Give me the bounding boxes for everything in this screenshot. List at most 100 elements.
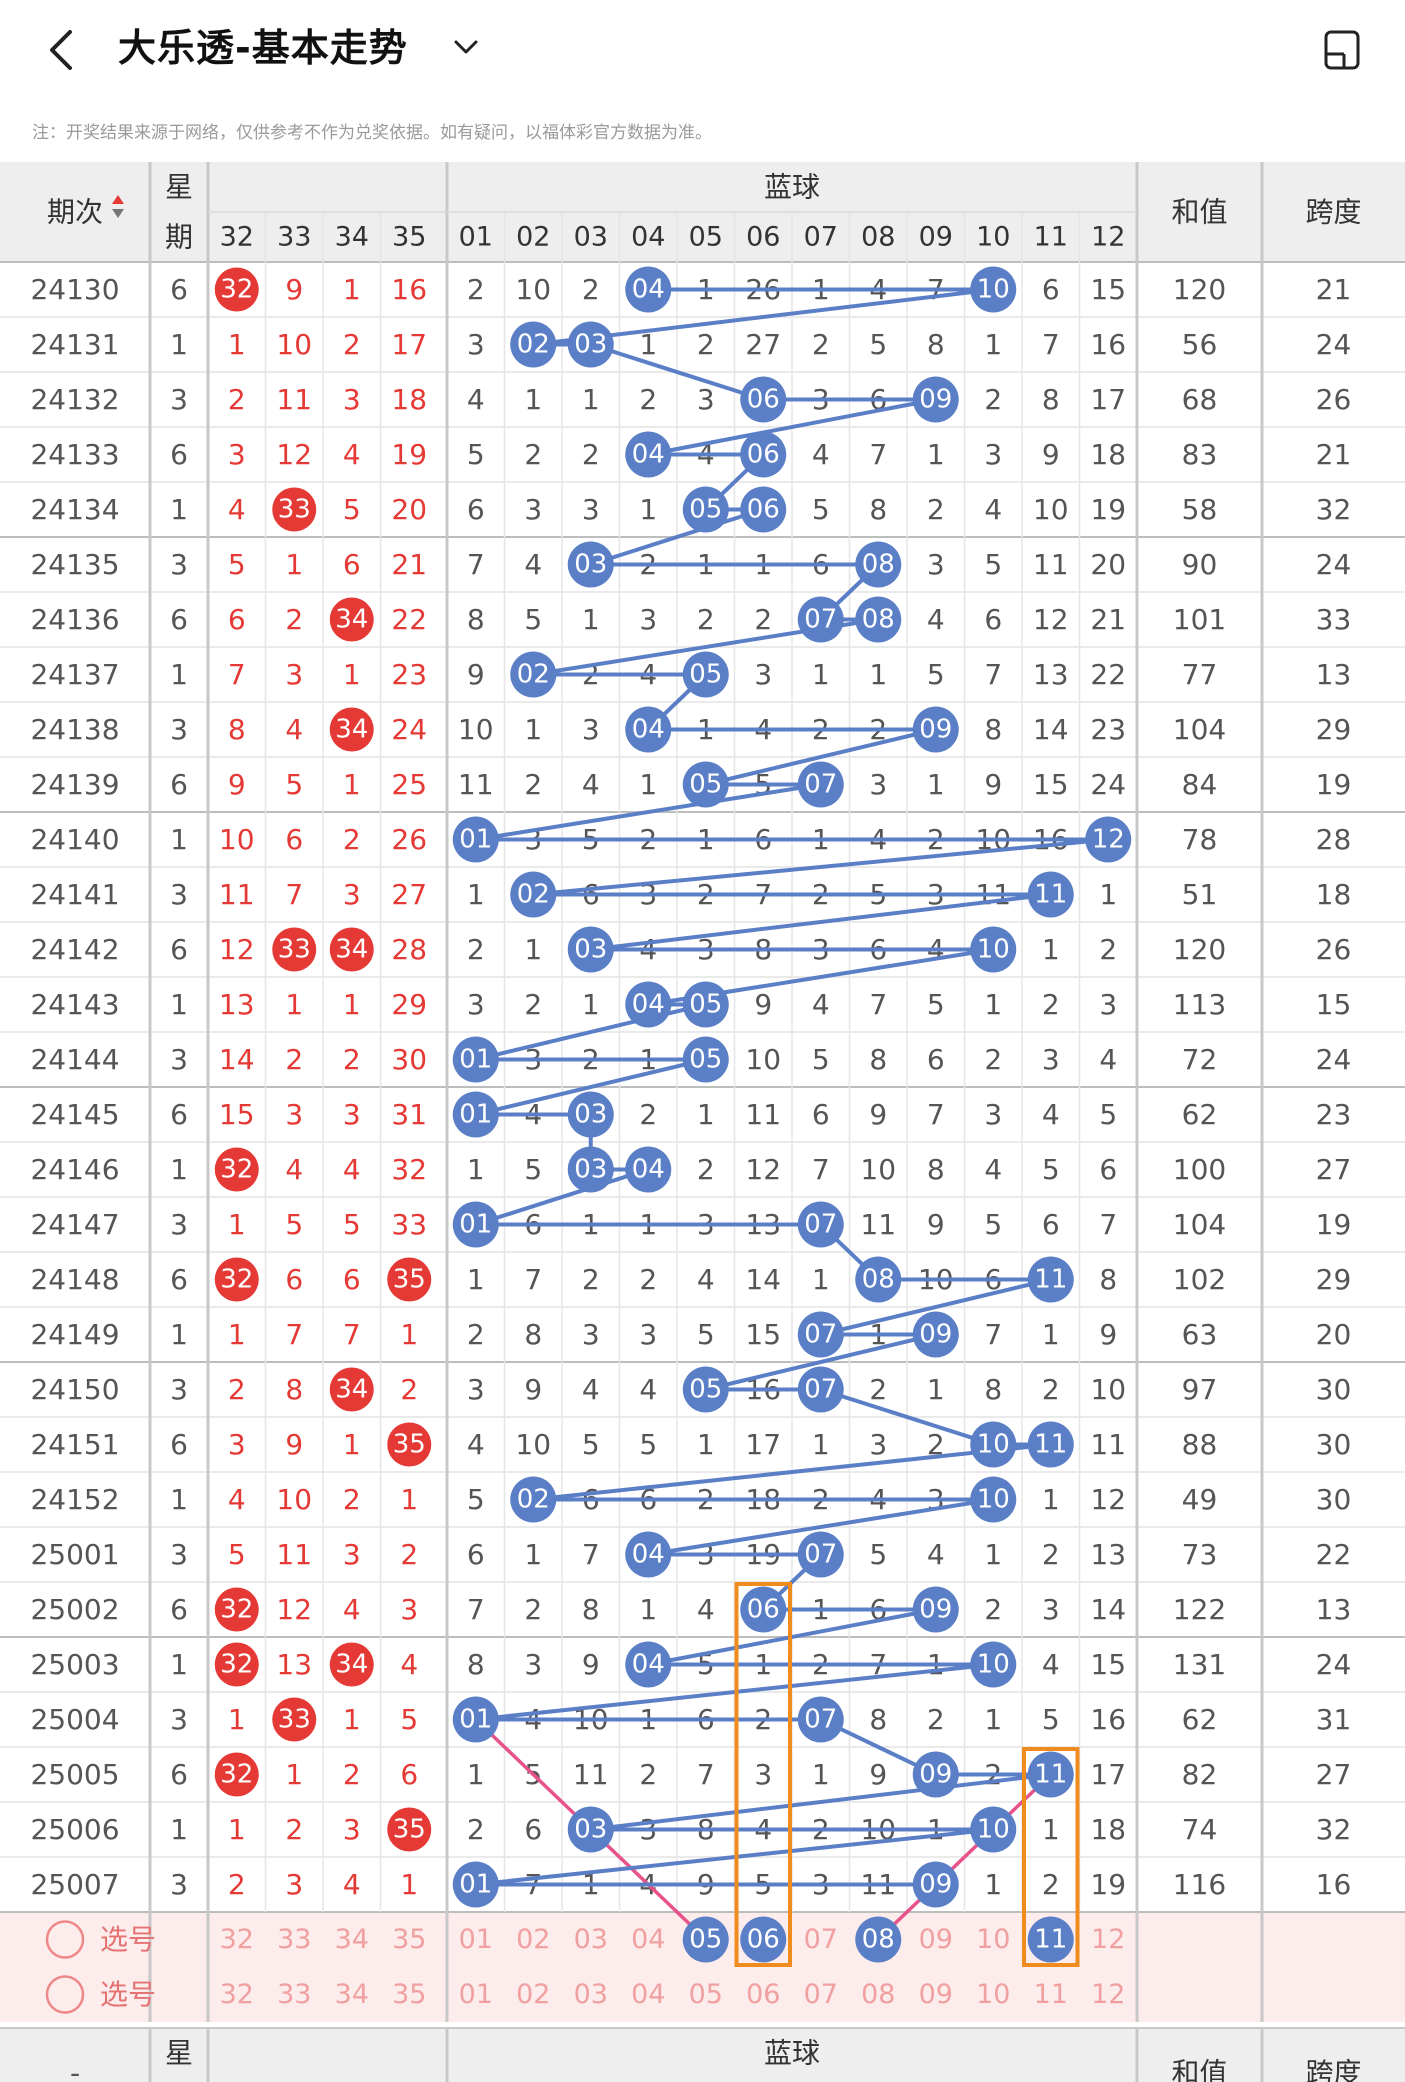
select-red-number: 34 (335, 1924, 369, 1955)
select-red-number: 33 (277, 1924, 311, 1955)
blue-miss-cell: 15 (1090, 1648, 1126, 1681)
red-ball-number: 32 (220, 1595, 253, 1625)
back-button[interactable] (40, 22, 84, 78)
weekday-cell: 3 (170, 1703, 188, 1736)
blue-miss-cell: 16 (1090, 1703, 1126, 1736)
blue-ball-number: 10 (977, 1650, 1010, 1680)
red-ball (214, 1752, 259, 1797)
selected-blue-ball (1027, 1916, 1074, 1963)
red-miss-cell: 6 (228, 603, 246, 636)
sort-up-icon[interactable] (112, 195, 124, 204)
red-miss-cell: 3 (228, 1428, 246, 1461)
blue-miss-cell: 1 (639, 328, 657, 361)
blue-miss-cell: 1 (467, 1758, 485, 1791)
select-radio[interactable] (45, 1920, 85, 1959)
blue-miss-cell: 10 (745, 1043, 781, 1076)
blue-ball (740, 431, 787, 478)
blue-ball (567, 541, 614, 588)
red-miss-cell: 2 (228, 1868, 246, 1901)
weekday-cell: 6 (170, 438, 188, 471)
select-blue-number: 02 (516, 1924, 550, 1955)
blue-miss-cell: 3 (1099, 988, 1117, 1021)
red-miss-cell: 1 (400, 1483, 418, 1516)
blue-miss-cell: 4 (582, 768, 600, 801)
blue-miss-cell: 7 (869, 988, 887, 1021)
red-miss-cell: 6 (285, 1263, 303, 1296)
blue-miss-cell: 11 (745, 1098, 781, 1131)
red-miss-cell: 6 (285, 823, 303, 856)
sum-cell: 113 (1173, 988, 1226, 1021)
blue-column-header: 09 (919, 222, 953, 253)
red-miss-cell: 5 (400, 1703, 418, 1736)
blue-miss-cell: 2 (639, 383, 657, 416)
bottom-span-header: 跨度 (1305, 2057, 1361, 2082)
blue-ball-number: 03 (574, 1155, 607, 1185)
red-miss-cell: 2 (343, 1043, 361, 1076)
blue-miss-cell: 3 (467, 328, 485, 361)
blue-miss-cell: 4 (984, 493, 1002, 526)
sort-down-icon[interactable] (112, 209, 124, 218)
sum-cell: 100 (1173, 1153, 1226, 1186)
blue-ball (682, 1366, 729, 1413)
blue-miss-cell: 1 (639, 768, 657, 801)
blue-miss-cell: 8 (927, 328, 945, 361)
blue-miss-cell: 20 (1090, 548, 1126, 581)
span-cell: 28 (1316, 823, 1352, 856)
red-miss-cell: 2 (285, 603, 303, 636)
red-miss-cell: 27 (391, 878, 427, 911)
weekday-cell: 1 (170, 1318, 188, 1351)
blue-miss-cell: 21 (1090, 603, 1126, 636)
blue-miss-cell: 18 (1090, 438, 1126, 471)
blue-miss-cell: 10 (1090, 1373, 1126, 1406)
red-miss-cell: 2 (228, 1373, 246, 1406)
red-miss-cell: 2 (400, 1538, 418, 1571)
blue-ball-number: 06 (747, 385, 780, 415)
blue-ball-number: 10 (977, 1485, 1010, 1515)
bottom-blue-header: 蓝球 (764, 2037, 820, 2070)
blue-miss-cell: 5 (1042, 1153, 1060, 1186)
select-radio[interactable] (45, 1975, 85, 2014)
blue-column-header: 04 (631, 222, 665, 253)
blue-miss-cell: 15 (1033, 768, 1069, 801)
select-red-number: 32 (220, 1924, 254, 1955)
blue-ball-number: 07 (804, 1540, 837, 1570)
select-blue-number: 06 (746, 1979, 780, 2010)
red-miss-cell: 15 (219, 1098, 255, 1131)
weekday-cell: 6 (170, 603, 188, 636)
sum-cell: 82 (1182, 1758, 1218, 1791)
red-miss-cell: 4 (400, 1648, 418, 1681)
red-miss-cell: 23 (391, 658, 427, 691)
span-cell: 16 (1316, 1868, 1352, 1901)
blue-miss-cell: 2 (467, 273, 485, 306)
blue-miss-cell: 9 (984, 768, 1002, 801)
blue-miss-cell: 9 (524, 1373, 542, 1406)
blue-miss-cell: 3 (697, 383, 715, 416)
select-red-number: 33 (277, 1979, 311, 2010)
blue-ball-number: 11 (1034, 1265, 1067, 1295)
layout-toggle-button[interactable] (1318, 26, 1366, 74)
select-blue-number: 03 (574, 1924, 608, 1955)
blue-miss-cell: 2 (582, 438, 600, 471)
period-cell: 25003 (30, 1648, 119, 1681)
red-miss-cell: 2 (400, 1373, 418, 1406)
blue-miss-cell: 1 (697, 1098, 715, 1131)
bottom-sum-header: 和值 (1171, 2057, 1227, 2082)
blue-ball-number: 04 (632, 715, 665, 745)
red-miss-cell: 9 (285, 273, 303, 306)
blue-ball-number: 09 (919, 385, 952, 415)
title-dropdown-button[interactable] (448, 28, 484, 68)
select-blue-number: 09 (919, 1924, 953, 1955)
weekday-cell: 6 (170, 1098, 188, 1131)
blue-miss-cell: 3 (1042, 1043, 1060, 1076)
red-miss-cell: 2 (285, 1813, 303, 1846)
red-miss-cell: 7 (228, 658, 246, 691)
period-cell: 24132 (30, 383, 119, 416)
red-miss-cell: 29 (391, 988, 427, 1021)
select-blue-number: 11 (1034, 1979, 1068, 2010)
red-miss-cell: 3 (343, 1538, 361, 1571)
blue-miss-cell: 2 (754, 603, 772, 636)
select-blue-number: 04 (631, 1924, 665, 1955)
blue-miss-cell: 2 (582, 273, 600, 306)
blue-miss-cell: 5 (984, 548, 1002, 581)
period-cell: 25006 (30, 1813, 119, 1846)
